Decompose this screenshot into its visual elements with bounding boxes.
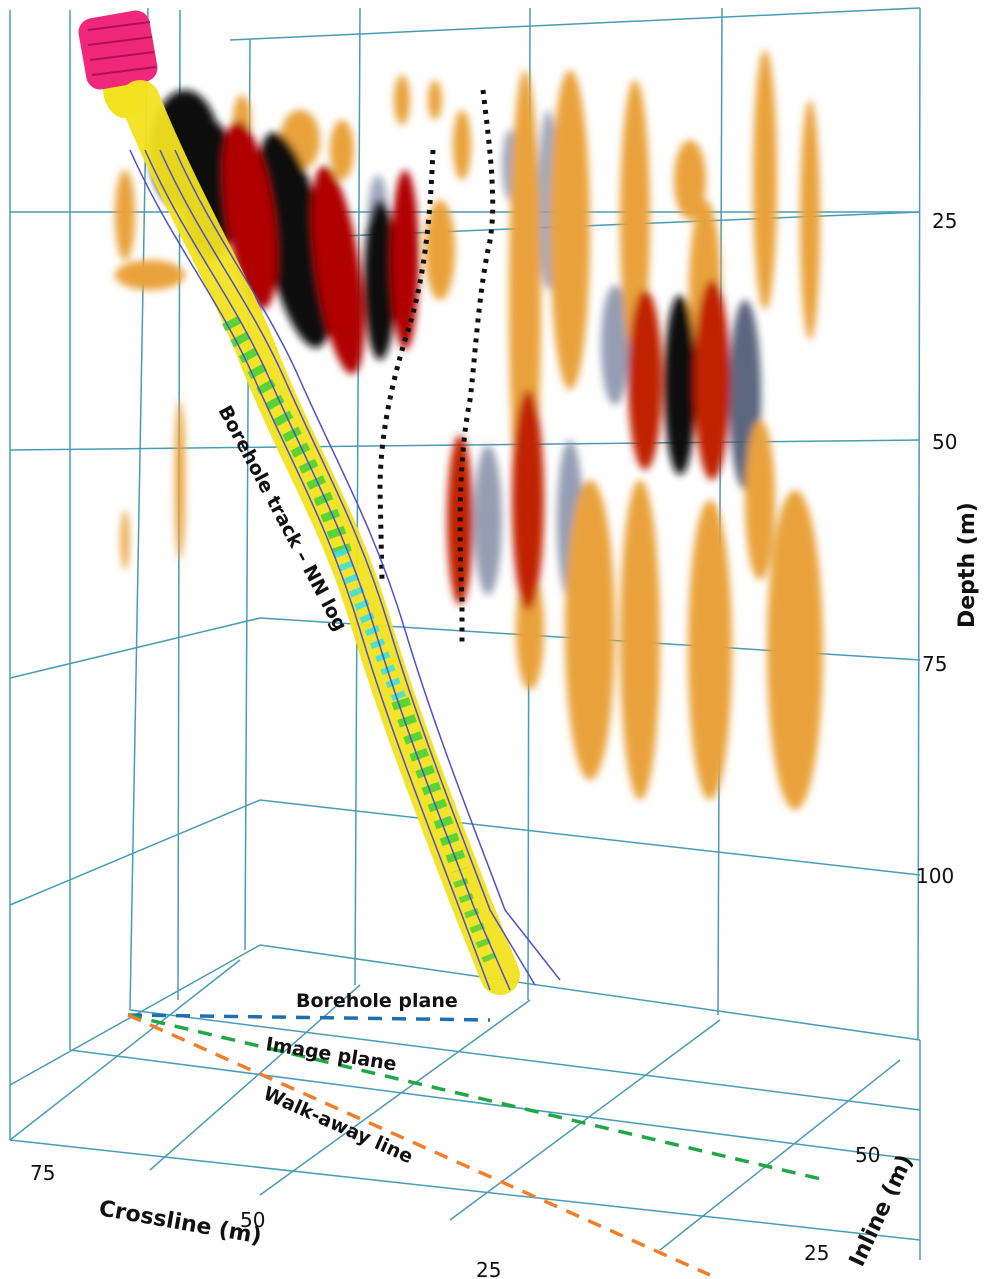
depth-tick: 75: [922, 652, 947, 676]
inline-tick: 50: [855, 1143, 880, 1167]
depth-tick: 50: [932, 430, 957, 454]
depth-tick: 25: [932, 209, 957, 233]
seismic-image: [115, 50, 823, 810]
crossline-tick: 75: [30, 1161, 55, 1185]
borehole-plane-line: [127, 1013, 491, 1022]
crossline-tick: 25: [476, 1258, 501, 1279]
depth-tick: 100: [916, 864, 954, 888]
walkaway-line: [127, 1013, 711, 1277]
crossline-axis-title: Crossline (m): [97, 1196, 263, 1249]
image-plane-label: Image plane: [264, 1033, 398, 1075]
borehole-log-track: [120, 80, 561, 995]
crossline-axis: 75 50 25 Crossline (m): [30, 1161, 501, 1279]
inline-axis-title: Inline (m): [845, 1151, 918, 1271]
depth-axis-title: Depth (m): [955, 502, 980, 628]
inline-tick: 25: [804, 1241, 829, 1265]
crossline-tick: 50: [240, 1208, 265, 1232]
plane-lines: [127, 1013, 826, 1277]
depth-axis: 25 50 75 100 Depth (m): [916, 209, 980, 888]
inline-axis: 50 25 Inline (m): [804, 1143, 918, 1271]
walkaway-line-label: Walk-away line: [260, 1082, 416, 1168]
borehole-plane-label: Borehole plane: [296, 990, 458, 1012]
interpretation-lines: [377, 89, 496, 645]
